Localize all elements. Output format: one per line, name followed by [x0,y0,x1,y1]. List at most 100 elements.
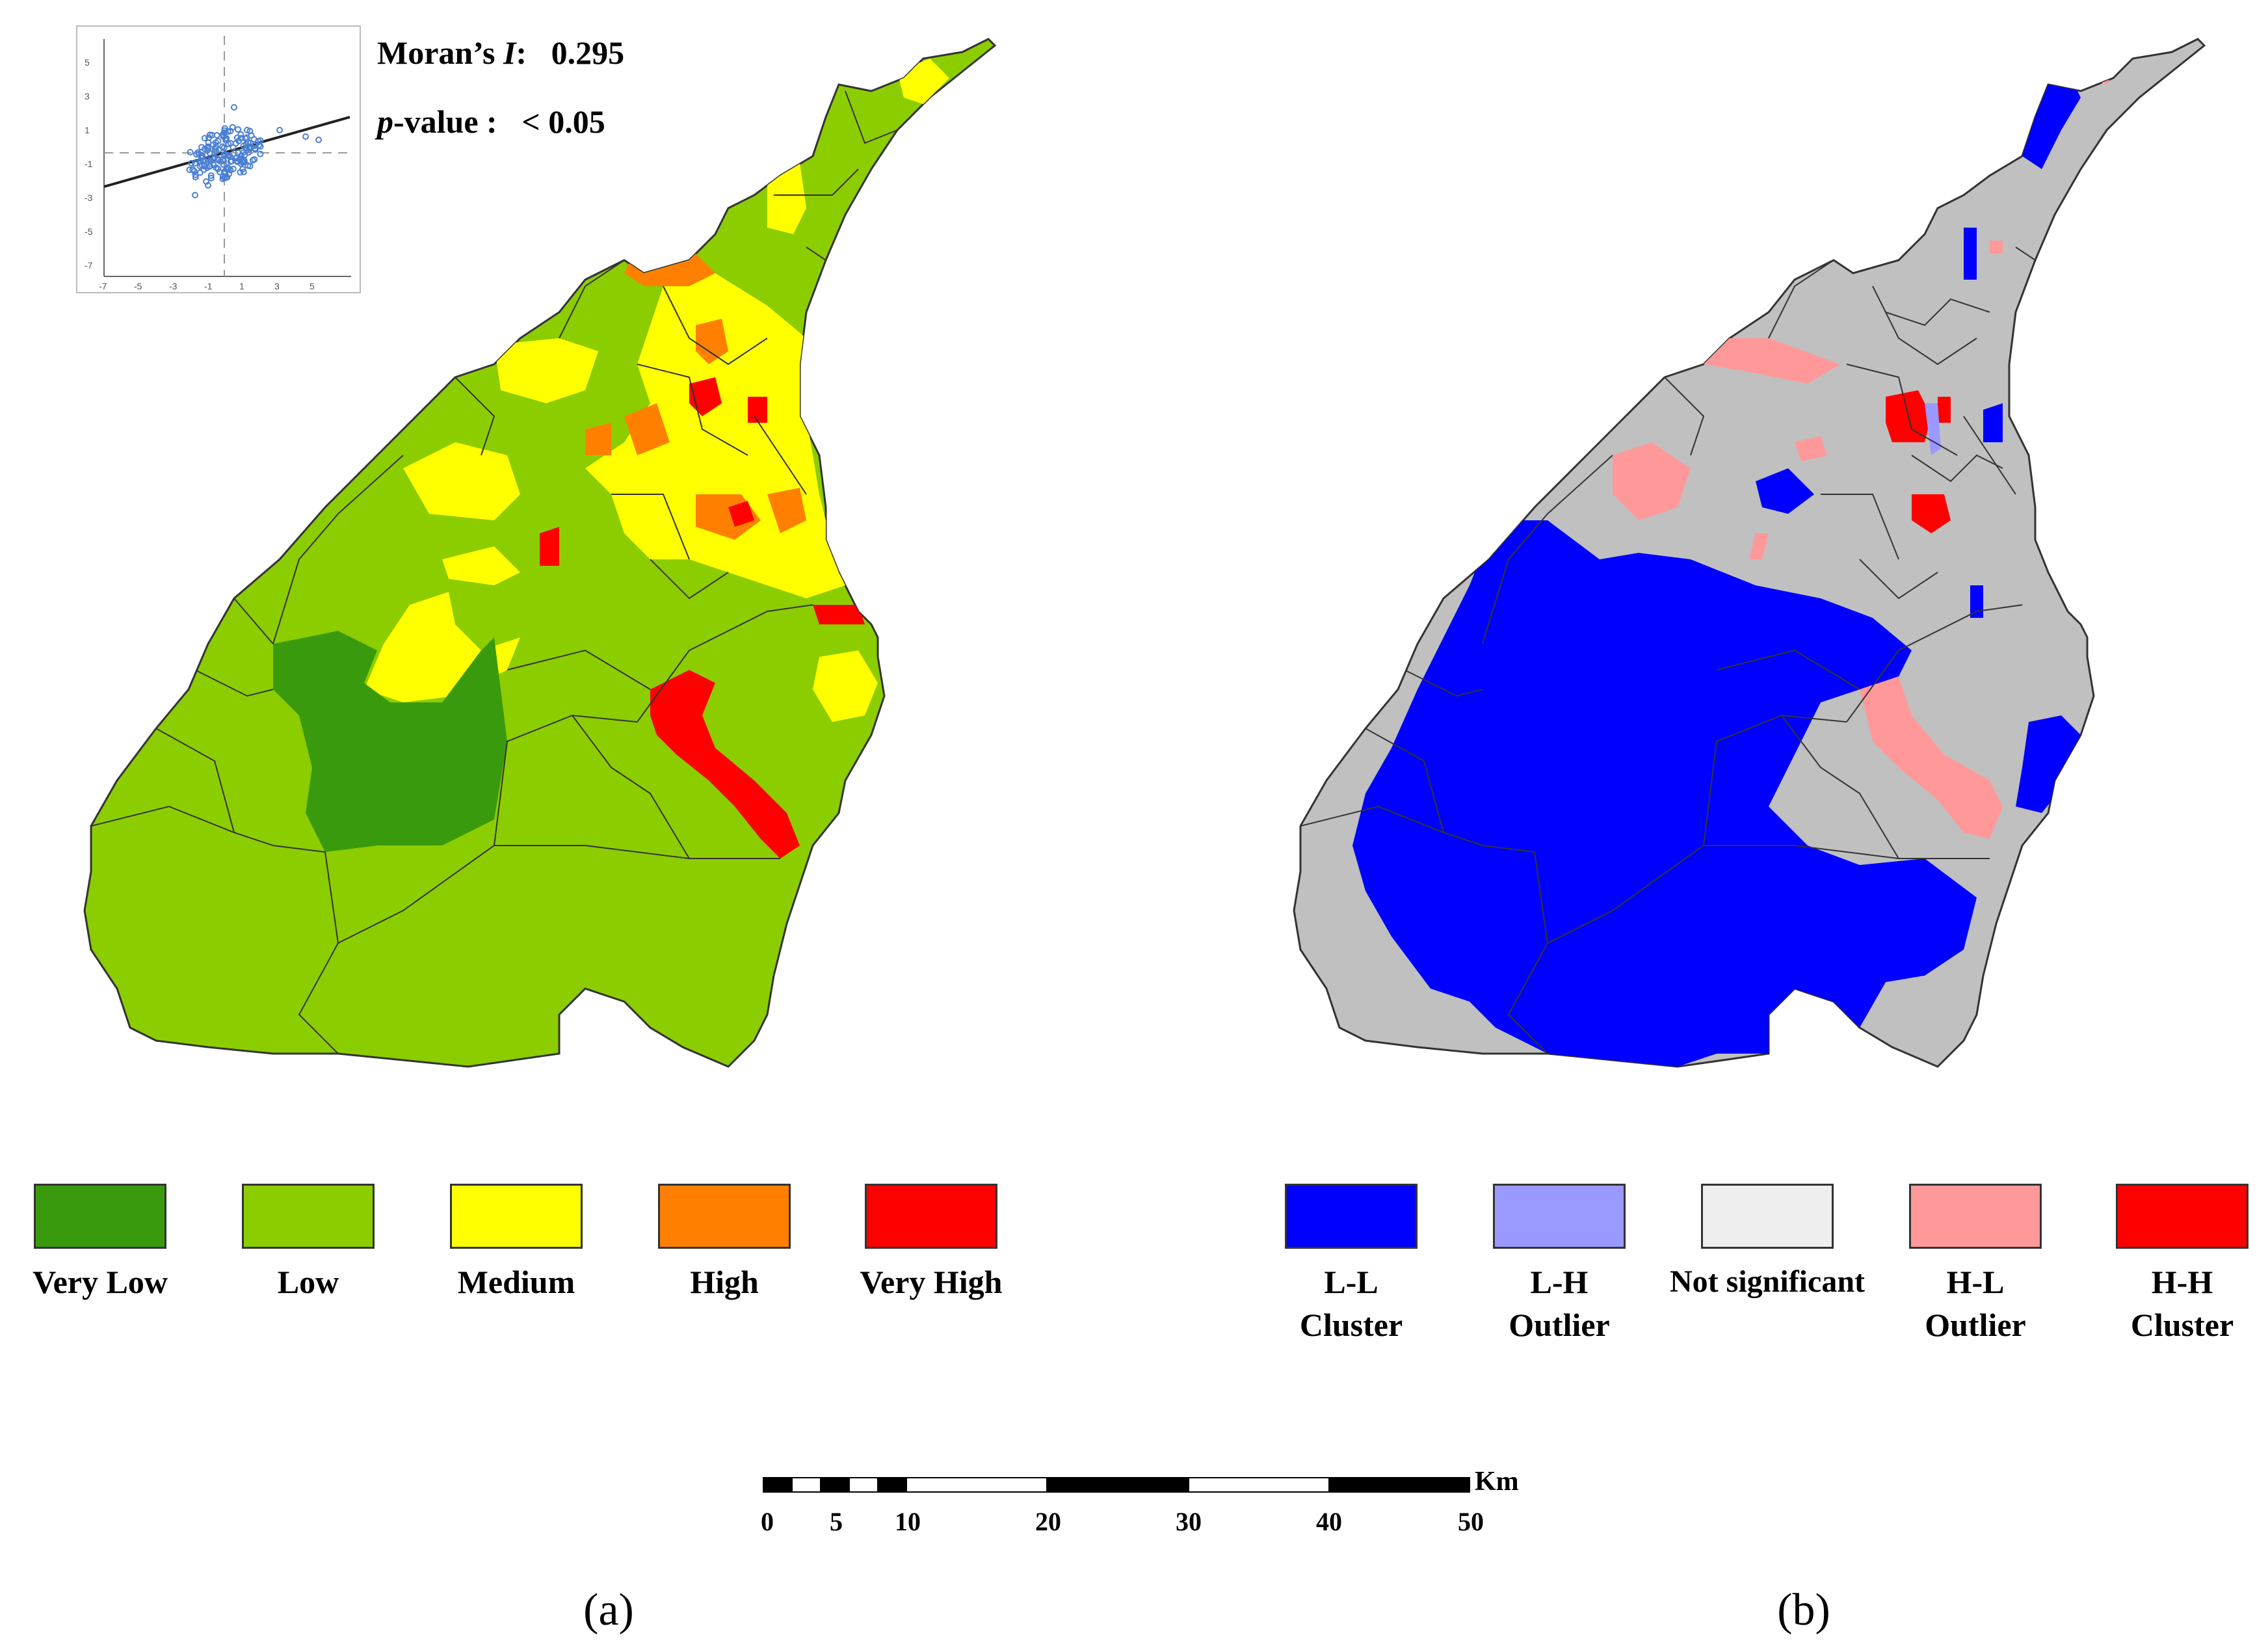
scale-unit: Km [1475,1467,1519,1497]
scatter-x-tick: -1 [204,281,213,291]
scatter-point [194,149,202,156]
legend-ns-line1: Not significant [1670,1264,1865,1299]
legend-label-not-significant: Not significant [1657,1260,1878,1303]
scale-tick-5: 5 [830,1507,843,1536]
legend-hl-line2: Outlier [1925,1307,2026,1343]
scatter-point [224,164,231,171]
legend-label-very-low: Very Low [33,1264,168,1300]
scatter-point [226,170,233,178]
legend-lh-line2: Outlier [1509,1307,1610,1343]
scale-bar [763,1477,1470,1493]
scatter-point [187,149,194,155]
scatter-x-tick: 5 [310,281,315,291]
scatter-point [255,138,262,144]
scatter-point [230,144,237,151]
scatter-point [220,131,227,139]
scatter-point [224,128,231,135]
scatter-x-tick: -3 [169,281,178,291]
scatter-x-tick: -7 [99,281,107,291]
map-b [1293,38,2206,1068]
scale-tick-10: 10 [895,1507,921,1536]
legend-swatch-hl-outlier [1909,1184,2042,1249]
scatter-point [276,127,283,133]
legend-label-low: Low [277,1264,339,1300]
morans-i-text: Moran’s I: 0.295 [377,34,625,71]
morans-value: 0.295 [551,34,625,71]
scale-tick-30: 30 [1176,1507,1202,1536]
legend-ll-line2: Cluster [1299,1307,1403,1343]
legend-swatch-very-high [865,1184,997,1249]
legend-label-high: High [690,1264,759,1300]
legend-swatch-hh-cluster [2116,1184,2248,1249]
scatter-x-tick: 1 [239,281,244,291]
scatter-point [201,135,208,142]
scale-tick-50: 50 [1458,1507,1484,1536]
p-value: < 0.05 [521,103,605,140]
panel-a-label: (a) [583,1585,634,1635]
scatter-point [204,147,211,154]
scatter-point [244,127,250,133]
scatter-point [189,166,196,173]
legend-swatch-ll-cluster [1285,1184,1418,1249]
scatter-point [237,131,244,138]
legend-swatch-lh-outlier [1493,1184,1626,1249]
scatter-point [207,172,215,179]
scatter-point [197,157,204,165]
legend-label-medium: Medium [457,1264,575,1300]
scatter-point [207,174,215,181]
scatter-point [239,157,246,165]
scatter-point [249,157,256,164]
scatter-point [192,171,199,178]
legend-label-hh-cluster: H-H Cluster [2072,1260,2268,1346]
scatter-point [231,104,237,111]
scatter-point [240,168,247,176]
scale-tick-20: 20 [1035,1507,1061,1536]
scatter-y-tick: -3 [85,193,93,203]
scale-tick-40: 40 [1316,1507,1342,1536]
legend-hl-line1: H-L [1946,1264,2005,1300]
p-label: p [377,103,393,140]
scatter-point [244,139,252,146]
scatter-point [220,157,227,165]
legend-swatch-medium [450,1184,583,1249]
scatter-x-tick: 3 [274,281,280,291]
moran-scatterplot [76,25,361,293]
scatter-y-tick: 3 [85,91,90,101]
scatter-point [222,151,229,158]
scatter-point [302,133,309,140]
scatter-y-tick: -7 [85,260,93,271]
legend-lh-line1: L-H [1530,1264,1589,1300]
legend-swatch-not-significant [1701,1184,1834,1249]
scatter-y-tick: 5 [85,57,90,68]
scale-tick-0: 0 [761,1507,774,1536]
scatter-point [205,182,211,189]
scatter-point [224,174,231,181]
scatter-point [192,174,199,181]
legend-label-hl-outlier: H-L Outlier [1865,1260,2086,1346]
scatter-point [209,131,216,139]
scatter-point [248,132,255,139]
scatter-point [257,150,264,157]
scatter-point [192,192,198,198]
scatter-point [315,137,322,143]
scatter-x-tick: -5 [134,281,142,291]
scatter-point [220,144,228,152]
legend-hh-line2: Cluster [2130,1307,2234,1343]
scatter-point [186,167,193,173]
morans-label: Moran’s [377,34,495,71]
scatter-point [257,143,264,150]
p-value-text: p-value : < 0.05 [377,103,605,140]
scatter-point [235,149,242,156]
scatter-point [215,137,222,144]
legend-label-very-high: Very High [860,1264,1003,1300]
scatter-point [244,162,252,169]
scatter-y-tick: -1 [85,159,93,169]
scatter-point [237,168,244,176]
scatter-point [219,173,226,180]
scatter-point [245,149,252,156]
scatter-point [204,164,211,171]
legend-label-lh-outlier: L-H Outlier [1449,1260,1670,1346]
legend-ll-line1: L-L [1324,1264,1378,1300]
legend-swatch-low [242,1184,375,1249]
